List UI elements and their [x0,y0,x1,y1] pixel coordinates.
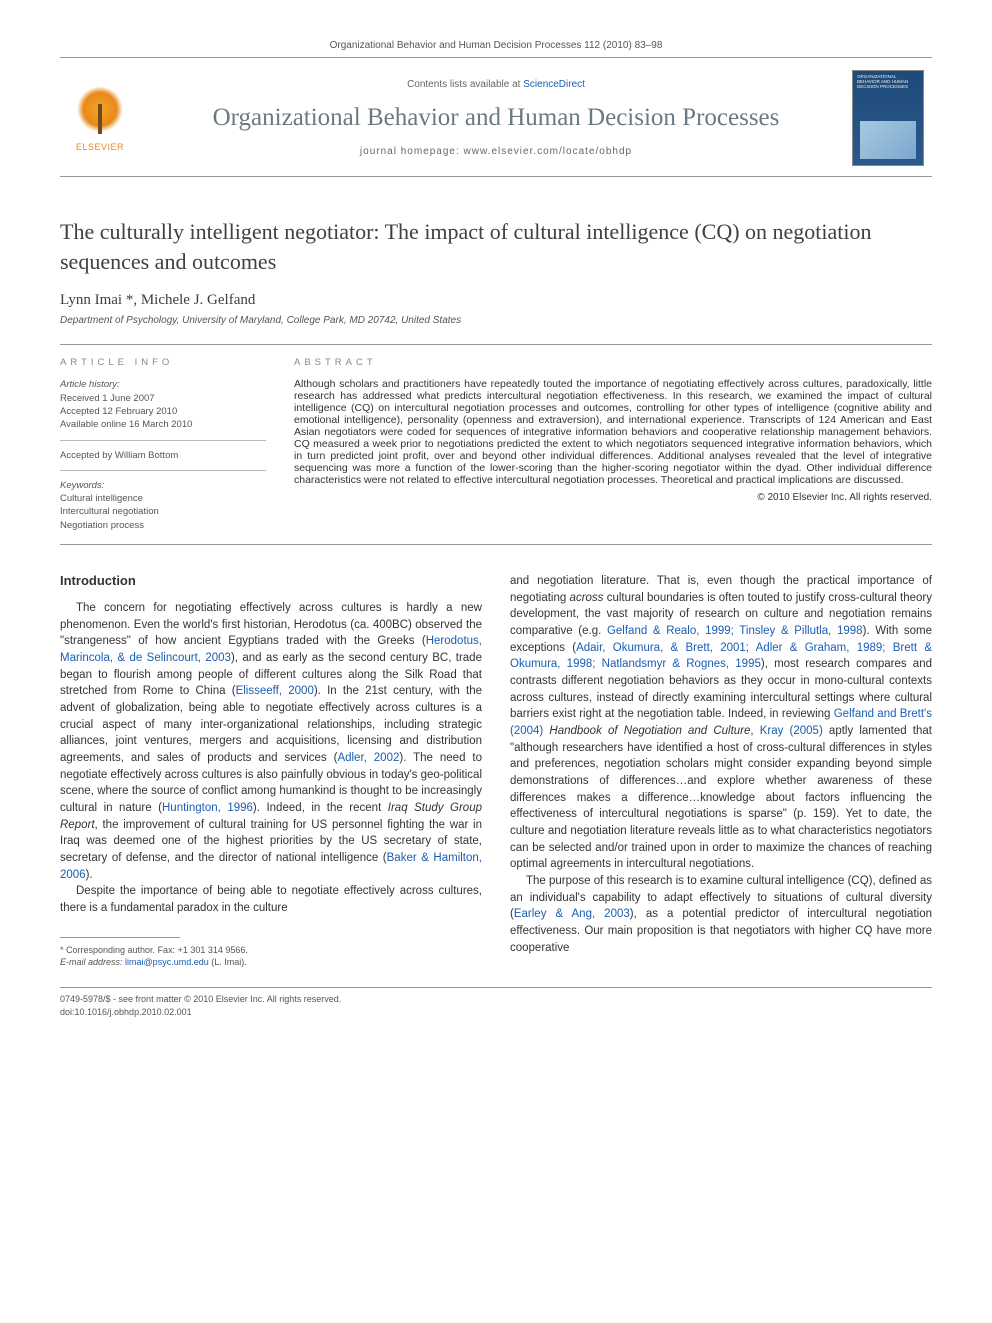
intro-p3: and negotiation literature. That is, eve… [510,573,932,873]
intro-p1: The concern for negotiating effectively … [60,600,482,883]
ref-link[interactable]: Kray (2005) [760,725,823,737]
body-col-right: and negotiation literature. That is, eve… [510,573,932,969]
ref-link[interactable]: Earley & Ang, 2003 [514,908,630,920]
footnote-sep [60,937,180,938]
footer: 0749-5978/$ - see front matter © 2010 El… [60,993,932,1018]
elsevier-label: ELSEVIER [76,142,124,152]
journal-cover-block: ORGANIZATIONAL BEHAVIOR AND HUMAN DECISI… [852,70,932,166]
email-link[interactable]: limai@psyc.umd.edu [125,957,209,967]
abstract-label: ABSTRACT [294,357,932,368]
contents-line: Contents lists available at ScienceDirec… [140,79,852,90]
body-columns: Introduction The concern for negotiating… [60,573,932,969]
info-abstract-row: ARTICLE INFO Article history: Received 1… [60,344,932,545]
divider [60,57,932,58]
journal-title: Organizational Behavior and Human Decisi… [140,104,852,132]
email-label: E-mail address: [60,957,123,967]
keywords-block: Keywords: Cultural intelligence Intercul… [60,479,266,532]
ref-link[interactable]: Gelfand & Realo, 1999; Tinsley & Pillutl… [607,625,863,637]
journal-cover-text: ORGANIZATIONAL BEHAVIOR AND HUMAN DECISI… [857,75,919,90]
footer-sep [60,987,932,988]
journal-cover: ORGANIZATIONAL BEHAVIOR AND HUMAN DECISI… [852,70,924,166]
intro-p2: Despite the importance of being able to … [60,883,482,916]
footer-line1: 0749-5978/$ - see front matter © 2010 El… [60,993,932,1006]
publisher-logo-block: ELSEVIER [60,84,140,152]
journal-homepage: journal homepage: www.elsevier.com/locat… [140,146,852,157]
keywords-label: Keywords: [60,479,266,492]
masthead: ELSEVIER Contents lists available at Sci… [60,62,932,177]
body-col-left: Introduction The concern for negotiating… [60,573,482,969]
homepage-prefix: journal homepage: [360,146,464,157]
corr-author: * Corresponding author. Fax: +1 301 314 … [60,944,482,957]
footer-doi: doi:10.1016/j.obhdp.2010.02.001 [60,1006,932,1019]
footnotes: * Corresponding author. Fax: +1 301 314 … [60,944,482,969]
keyword-item: Intercultural negotiation [60,505,266,518]
homepage-url: www.elsevier.com/locate/obhdp [464,146,633,157]
ref-link[interactable]: Elisseeff, 2000 [236,685,314,697]
article-history: Article history: Received 1 June 2007 Ac… [60,378,266,440]
history-online: Available online 16 March 2010 [60,418,266,431]
abstract-copyright: © 2010 Elsevier Inc. All rights reserved… [294,492,932,503]
journal-citation: Organizational Behavior and Human Decisi… [60,40,932,51]
history-received: Received 1 June 2007 [60,392,266,405]
ref-link[interactable]: Adler, 2002 [337,752,399,764]
keyword-item: Cultural intelligence [60,492,266,505]
authors: Lynn Imai *, Michele J. Gelfand [60,292,932,309]
article-title: The culturally intelligent negotiator: T… [60,217,932,276]
sciencedirect-link[interactable]: ScienceDirect [523,79,585,90]
history-accepted: Accepted 12 February 2010 [60,405,266,418]
editor-line: Accepted by William Bottom [60,449,266,471]
history-label: Article history: [60,378,266,391]
abstract-col: ABSTRACT Although scholars and practitio… [280,345,932,544]
intro-heading: Introduction [60,573,482,588]
contents-prefix: Contents lists available at [407,79,523,90]
email-name: (L. Imai). [211,957,247,967]
page: Organizational Behavior and Human Decisi… [0,0,992,1048]
intro-p4: The purpose of this research is to exami… [510,873,932,956]
masthead-center: Contents lists available at ScienceDirec… [140,79,852,157]
article-info-label: ARTICLE INFO [60,357,266,368]
elsevier-tree-icon [72,84,128,140]
keyword-item: Negotiation process [60,519,266,532]
journal-cover-art [860,121,916,159]
ref-link[interactable]: Huntington, 1996 [162,802,253,814]
affiliation: Department of Psychology, University of … [60,315,932,326]
email-line: E-mail address: limai@psyc.umd.edu (L. I… [60,956,482,969]
article-info-col: ARTICLE INFO Article history: Received 1… [60,345,280,544]
abstract-text: Although scholars and practitioners have… [294,378,932,486]
